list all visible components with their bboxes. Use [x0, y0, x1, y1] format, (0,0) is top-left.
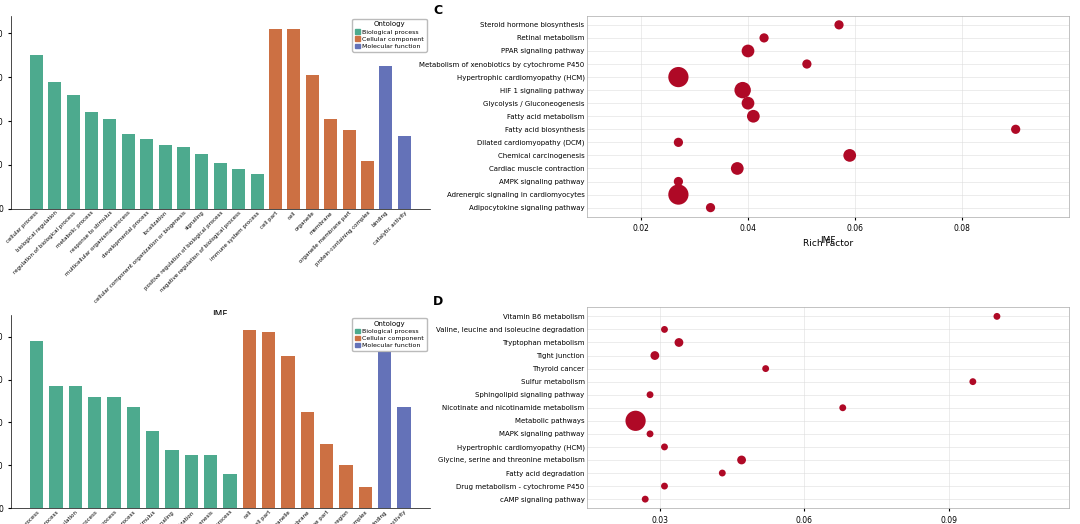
Bar [269, 29, 282, 209]
Bar [68, 386, 82, 508]
Point [834, 403, 851, 412]
Point [964, 377, 982, 386]
Bar [87, 397, 102, 508]
Legend: Biological process, Cellular component, Molecular function: Biological process, Cellular component, … [352, 318, 427, 351]
Bar [342, 130, 355, 209]
Bar [300, 412, 314, 508]
Bar [397, 136, 410, 209]
Text: C: C [433, 4, 443, 17]
Point [656, 482, 673, 490]
Point [988, 312, 1005, 321]
Point [670, 190, 687, 199]
Bar [49, 82, 62, 209]
Bar [30, 341, 43, 508]
Point [1007, 125, 1024, 134]
Point [733, 456, 751, 464]
Bar [67, 95, 80, 209]
X-axis label: IMF: IMF [213, 310, 228, 319]
Bar [243, 330, 256, 508]
Point [740, 99, 757, 107]
Bar [185, 455, 198, 508]
Point [757, 364, 774, 373]
Bar [361, 160, 374, 209]
Bar [107, 397, 121, 508]
Bar [195, 154, 208, 209]
Bar [214, 163, 227, 209]
Point [670, 177, 687, 185]
Point [755, 34, 772, 42]
Bar [378, 352, 391, 508]
Bar [140, 139, 153, 209]
Point [646, 352, 663, 360]
Bar [287, 29, 300, 209]
Point [831, 20, 848, 29]
Point [671, 339, 688, 347]
Bar [251, 174, 264, 209]
Bar [122, 134, 135, 209]
Text: IMF: IMF [821, 236, 836, 245]
Point [714, 469, 731, 477]
Bar [50, 386, 63, 508]
Point [626, 417, 644, 425]
Point [734, 86, 752, 94]
Point [740, 47, 757, 55]
Point [636, 495, 653, 504]
Bar [104, 119, 117, 209]
Bar [281, 356, 295, 508]
Point [745, 112, 762, 121]
Legend: Biological process, Cellular component, Molecular function: Biological process, Cellular component, … [352, 19, 427, 51]
Point [798, 60, 815, 68]
Point [729, 164, 746, 172]
Bar [159, 145, 172, 209]
Bar [177, 147, 190, 209]
Bar [232, 169, 245, 209]
Bar [146, 431, 160, 508]
Bar [359, 487, 372, 508]
Bar [85, 112, 98, 209]
Point [642, 390, 659, 399]
X-axis label: Rich Factor: Rich Factor [804, 239, 853, 248]
Bar [204, 455, 217, 508]
Bar [165, 450, 178, 508]
Bar [397, 407, 410, 508]
Point [670, 73, 687, 81]
Bar [261, 332, 275, 508]
Bar [224, 474, 237, 508]
Bar [126, 407, 140, 508]
Bar [30, 55, 43, 209]
Text: D: D [433, 295, 444, 308]
Point [702, 203, 719, 212]
Point [670, 138, 687, 147]
Bar [306, 75, 319, 209]
Bar [379, 66, 392, 209]
Bar [339, 465, 353, 508]
Point [642, 430, 659, 438]
Point [656, 443, 673, 451]
Point [841, 151, 859, 160]
Bar [320, 444, 334, 508]
Bar [324, 119, 337, 209]
Point [656, 325, 673, 334]
